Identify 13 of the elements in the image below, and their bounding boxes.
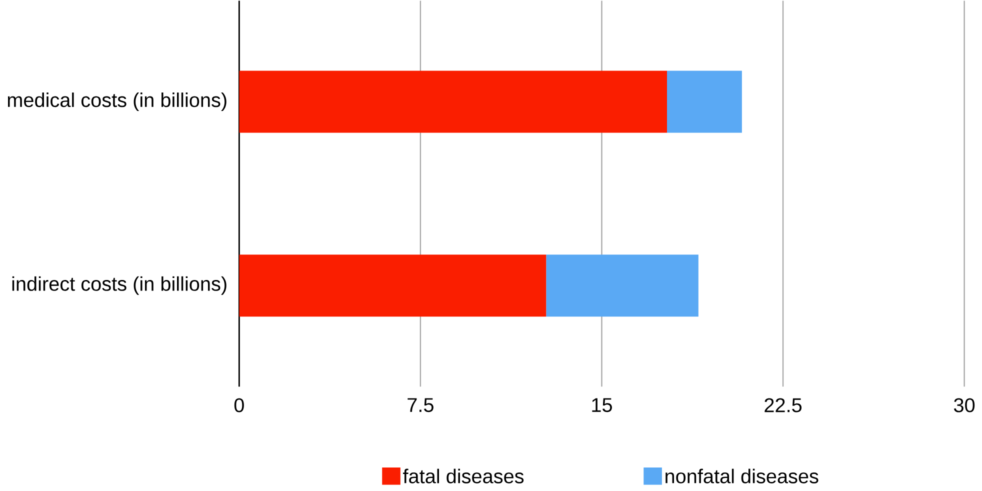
y-tick-label: indirect costs (in billions) [12,276,226,295]
x-tick-label: 0 [234,398,244,412]
bar [239,254,546,317]
legend-label: nonfatal diseases [666,468,818,484]
bar [667,70,742,133]
x-tick-label: 22.5 [764,398,802,412]
legend-label: fatal diseases [403,468,524,484]
x-tick-label: 30 [954,398,975,412]
x-tick-label: 7.5 [408,398,434,412]
bar [239,70,667,133]
y-tick-label: medical costs (in billions) [8,92,226,112]
bar [546,254,698,317]
x-tick-label: 15 [592,398,612,412]
